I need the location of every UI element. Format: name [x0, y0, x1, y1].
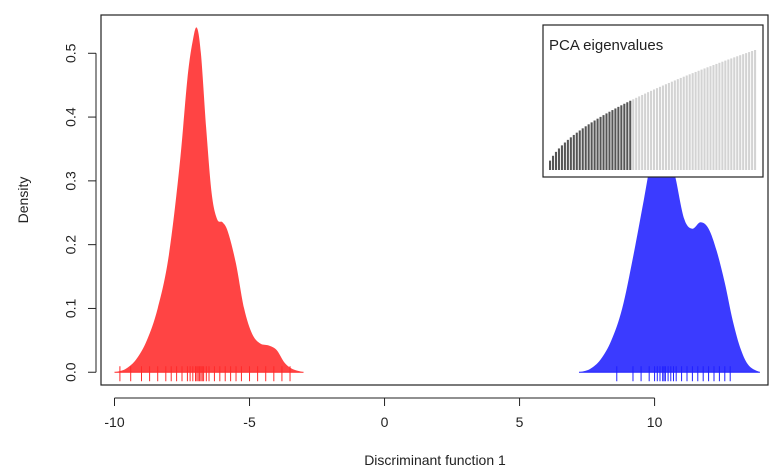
- x-axis: -10 -5 0 5 10: [104, 397, 663, 430]
- inset-bar: [596, 118, 599, 170]
- inset-bar: [563, 142, 566, 170]
- inset-bar: [569, 137, 572, 170]
- inset-bar: [584, 126, 587, 170]
- inset-bar: [712, 65, 715, 170]
- inset-bar: [641, 94, 644, 170]
- inset-title: PCA eigenvalues: [549, 37, 663, 54]
- inset-bar: [549, 160, 552, 170]
- inset-bar: [727, 59, 730, 171]
- inset-bar: [751, 51, 754, 170]
- inset-bar: [709, 66, 712, 170]
- inset-bar: [605, 113, 608, 170]
- inset-bar: [647, 92, 650, 170]
- y-tick-label: 0.3: [63, 171, 79, 191]
- inset-bar: [632, 99, 635, 170]
- x-tick-label: 0: [381, 414, 389, 430]
- inset-bars: [549, 50, 757, 171]
- y-tick-label: 0.4: [63, 107, 79, 127]
- density-area-0: [114, 27, 304, 373]
- inset-bar: [688, 74, 691, 170]
- inset-bar: [566, 139, 569, 170]
- inset-bar: [715, 63, 718, 170]
- inset-bar: [694, 71, 697, 170]
- inset-bar: [733, 57, 736, 170]
- inset-bar: [590, 122, 593, 170]
- inset-bar: [673, 80, 676, 170]
- x-tick-label: 10: [647, 414, 663, 430]
- inset-bar: [661, 85, 664, 170]
- x-tick-label: -5: [243, 414, 256, 430]
- y-tick-label: 0.5: [63, 43, 79, 63]
- inset-bar: [572, 134, 575, 170]
- inset-bar: [739, 55, 742, 170]
- inset-bar: [670, 81, 673, 170]
- y-axis-label: Density: [15, 177, 31, 224]
- inset-bar: [721, 61, 724, 171]
- inset-pca-eigenvalues: PCA eigenvalues: [542, 24, 764, 178]
- inset-bar: [557, 148, 560, 170]
- inset-bar: [614, 108, 617, 170]
- y-tick-label: 0.1: [63, 298, 79, 318]
- inset-bar: [754, 50, 757, 170]
- inset-bar: [650, 90, 653, 170]
- inset-bar: [745, 53, 748, 170]
- inset-bar: [653, 89, 656, 170]
- inset-bar: [730, 58, 733, 170]
- inset-bar: [655, 88, 659, 170]
- inset-bar: [599, 116, 602, 170]
- x-axis-label: Discriminant function 1: [364, 452, 506, 468]
- rug-layer: [119, 366, 731, 382]
- inset-bar: [658, 86, 662, 170]
- x-tick-label: -10: [104, 414, 124, 430]
- inset-bar: [742, 54, 745, 170]
- inset-bar: [626, 102, 629, 170]
- inset-bar: [718, 62, 721, 170]
- inset-bar: [644, 93, 647, 170]
- inset-bar: [554, 151, 558, 170]
- inset-bar: [638, 96, 641, 170]
- inset-bar: [551, 155, 555, 170]
- y-axis: 0.0 0.1 0.2 0.3 0.4 0.5: [63, 43, 97, 382]
- inset-bar: [629, 100, 632, 170]
- inset-bar: [736, 56, 739, 170]
- inset-bar: [593, 120, 596, 170]
- inset-bar: [611, 110, 614, 170]
- inset-bar: [724, 60, 727, 170]
- inset-bar: [620, 105, 623, 170]
- inset-bar: [682, 76, 685, 170]
- inset-bar: [560, 145, 563, 170]
- density-area-1: [579, 126, 760, 373]
- inset-bar: [700, 69, 703, 170]
- inset-bar: [608, 111, 611, 170]
- plot-frame: [100, 14, 769, 386]
- inset-bar: [691, 73, 694, 170]
- inset-bar: [679, 77, 682, 170]
- inset-bar: [623, 103, 626, 170]
- inset-bar: [667, 82, 670, 170]
- x-tick-label: 5: [516, 414, 524, 430]
- inset-bar: [617, 106, 620, 170]
- inset-bar: [575, 132, 578, 170]
- inset-bar: [635, 97, 638, 170]
- inset-bar: [706, 67, 709, 170]
- inset-bar: [748, 52, 751, 170]
- inset-bar: [685, 75, 688, 170]
- inset-bar: [587, 124, 590, 170]
- inset-bar: [581, 128, 584, 170]
- inset-bar: [697, 70, 700, 170]
- inset-bar: [676, 79, 679, 170]
- y-tick-label: 0.2: [63, 235, 79, 255]
- inset-bar: [664, 84, 667, 170]
- inset-bar: [578, 130, 581, 170]
- inset-bar: [602, 115, 605, 170]
- inset-bar: [703, 68, 706, 170]
- y-tick-label: 0.0: [63, 362, 79, 382]
